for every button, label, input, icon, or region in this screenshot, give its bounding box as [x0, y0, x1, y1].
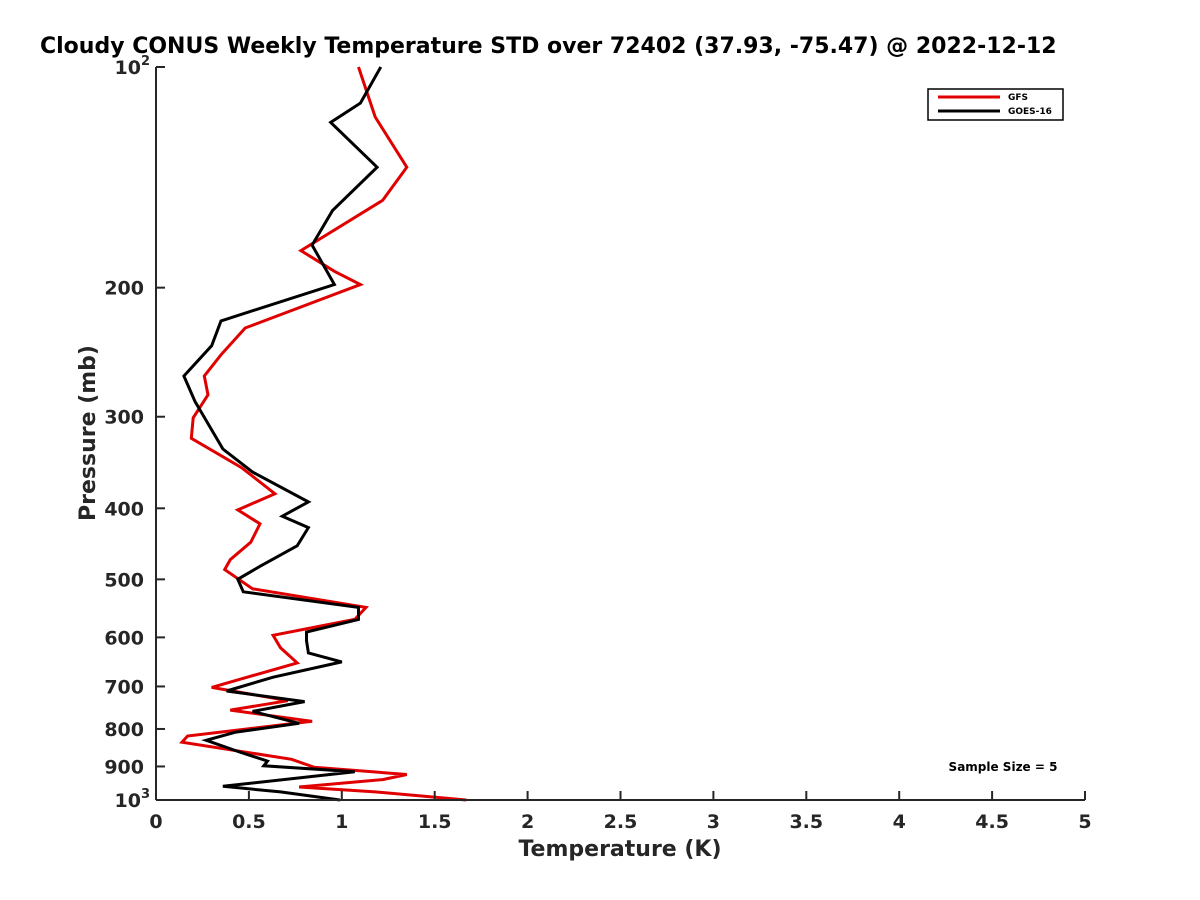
y-tick-label: 800 — [104, 719, 144, 741]
series-layer — [179, 66, 467, 802]
x-tick-label: 1.5 — [418, 811, 452, 833]
legend-label: GFS — [1008, 93, 1028, 103]
y-tick-label: 900 — [104, 756, 144, 778]
y-tick-label: 300 — [104, 407, 144, 429]
x-tick-label: 0.5 — [232, 811, 266, 833]
y-tick-label: 500 — [104, 569, 144, 591]
series-line-goes-16 — [182, 66, 383, 802]
series-line-gfs — [179, 66, 467, 802]
x-tick-label: 5 — [1078, 811, 1091, 833]
legend: GFS GOES-16 — [927, 88, 1064, 121]
x-tick-label: 1 — [335, 811, 348, 833]
y-tick-label: 102 — [115, 54, 151, 79]
x-axis-label: Temperature (K) — [518, 837, 721, 862]
x-tick-label: 4.5 — [975, 811, 1009, 833]
x-tick-label: 2 — [521, 811, 534, 833]
y-tick-label: 700 — [104, 676, 144, 698]
legend-label: GOES-16 — [1008, 107, 1052, 117]
x-tick-label: 3 — [707, 811, 720, 833]
x-tick-label: 3.5 — [789, 811, 823, 833]
x-tick-label: 2.5 — [604, 811, 638, 833]
axes-layer: 0 0.5 1 1.5 2 2.5 3 3.5 4 4.5 5 102 200 300 400 500 600 7… — [104, 54, 1091, 833]
chart-title: Cloudy CONUS Weekly Temperature STD over… — [40, 34, 1057, 59]
legend-box — [927, 88, 1064, 121]
y-tick-label: 200 — [104, 278, 144, 300]
sample-size-annotation: Sample Size = 5 — [949, 760, 1058, 774]
y-axis-label: Pressure (mb) — [76, 345, 101, 521]
x-tick-label: 0 — [149, 811, 162, 833]
y-tick-label: 400 — [104, 498, 144, 520]
x-tick-label: 4 — [893, 811, 906, 833]
y-tick-label: 103 — [115, 787, 151, 812]
y-tick-label: 600 — [104, 627, 144, 649]
